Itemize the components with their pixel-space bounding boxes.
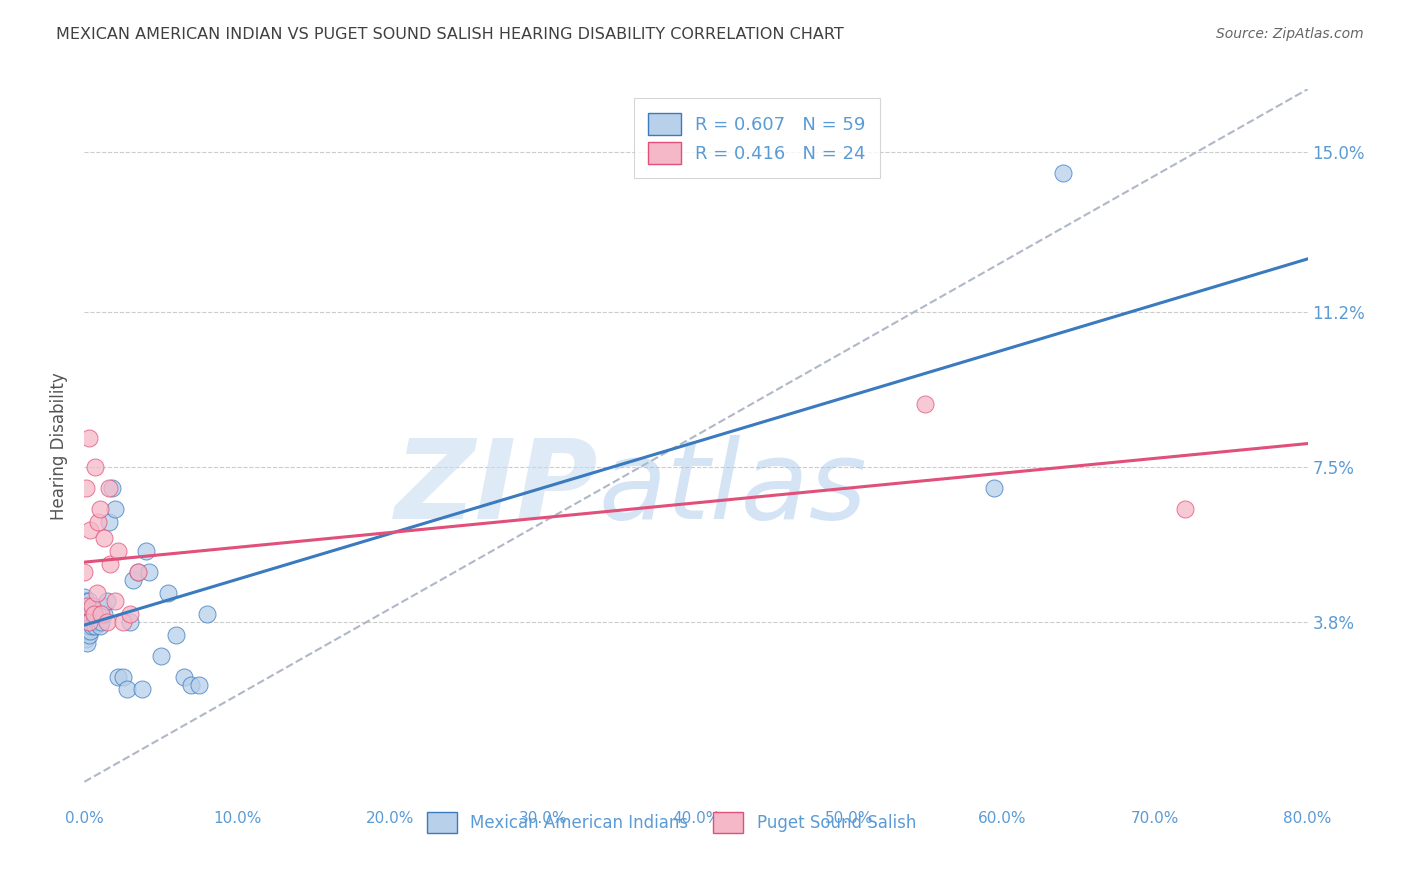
Text: atlas: atlas: [598, 435, 866, 542]
Point: [77, 594, 100, 608]
Y-axis label: Hearing Disability: Hearing Disability: [51, 372, 69, 520]
Point: [83, 607, 105, 621]
Point: [76, 607, 98, 621]
Point: [89, 619, 111, 633]
Point: [96, 594, 118, 608]
Point: [80, 603, 103, 617]
Point: [73, 599, 96, 613]
Point: [84, 460, 107, 475]
Point: [127, 565, 149, 579]
Point: [115, 682, 138, 697]
Point: [77, 603, 100, 617]
Point: [79, 523, 101, 537]
Point: [84, 611, 107, 625]
Point: [149, 648, 172, 663]
Point: [90, 615, 112, 630]
Point: [127, 565, 149, 579]
Point: [104, 594, 127, 608]
Point: [173, 670, 195, 684]
Point: [131, 682, 153, 697]
Point: [75, 632, 97, 646]
Point: [914, 397, 936, 411]
Point: [83, 615, 105, 630]
Point: [73, 619, 96, 633]
Point: [97, 481, 120, 495]
Point: [83, 607, 105, 621]
Point: [89, 502, 111, 516]
Point: [180, 678, 202, 692]
Point: [107, 544, 129, 558]
Point: [84, 619, 107, 633]
Point: [120, 607, 142, 621]
Text: ZIP: ZIP: [395, 435, 598, 542]
Point: [73, 590, 96, 604]
Point: [87, 607, 110, 621]
Point: [73, 607, 96, 621]
Point: [1174, 502, 1197, 516]
Point: [86, 586, 108, 600]
Point: [983, 481, 1005, 495]
Point: [96, 615, 118, 630]
Point: [120, 615, 142, 630]
Point: [76, 599, 98, 613]
Point: [122, 574, 145, 588]
Point: [97, 515, 120, 529]
Point: [157, 586, 180, 600]
Point: [77, 611, 100, 625]
Point: [76, 599, 98, 613]
Point: [77, 615, 100, 630]
Point: [188, 678, 211, 692]
Point: [111, 615, 134, 630]
Point: [135, 544, 157, 558]
Point: [93, 607, 115, 621]
Point: [80, 599, 103, 613]
Point: [75, 607, 97, 621]
Point: [195, 607, 218, 621]
Text: MEXICAN AMERICAN INDIAN VS PUGET SOUND SALISH HEARING DISABILITY CORRELATION CHA: MEXICAN AMERICAN INDIAN VS PUGET SOUND S…: [56, 27, 844, 42]
Point: [138, 565, 160, 579]
Point: [77, 628, 100, 642]
Legend: Mexican American Indians, Puget Sound Salish: Mexican American Indians, Puget Sound Sa…: [415, 801, 928, 845]
Point: [76, 615, 98, 630]
Point: [75, 624, 97, 638]
Point: [80, 619, 103, 633]
Point: [79, 607, 101, 621]
Point: [76, 624, 98, 638]
Point: [165, 628, 187, 642]
Point: [77, 431, 100, 445]
Point: [73, 615, 96, 630]
Point: [76, 636, 98, 650]
Point: [93, 532, 115, 546]
Point: [75, 615, 97, 630]
Point: [73, 565, 96, 579]
Point: [75, 594, 97, 608]
Point: [80, 611, 103, 625]
Point: [77, 619, 100, 633]
Point: [73, 628, 96, 642]
Point: [101, 481, 124, 495]
Point: [86, 615, 108, 630]
Point: [79, 624, 101, 638]
Point: [111, 670, 134, 684]
Text: Source: ZipAtlas.com: Source: ZipAtlas.com: [1216, 27, 1364, 41]
Point: [107, 670, 129, 684]
Point: [1052, 166, 1074, 180]
Point: [75, 481, 97, 495]
Point: [104, 502, 127, 516]
Point: [91, 599, 114, 613]
Point: [87, 515, 110, 529]
Point: [98, 557, 121, 571]
Point: [90, 607, 112, 621]
Point: [79, 615, 101, 630]
